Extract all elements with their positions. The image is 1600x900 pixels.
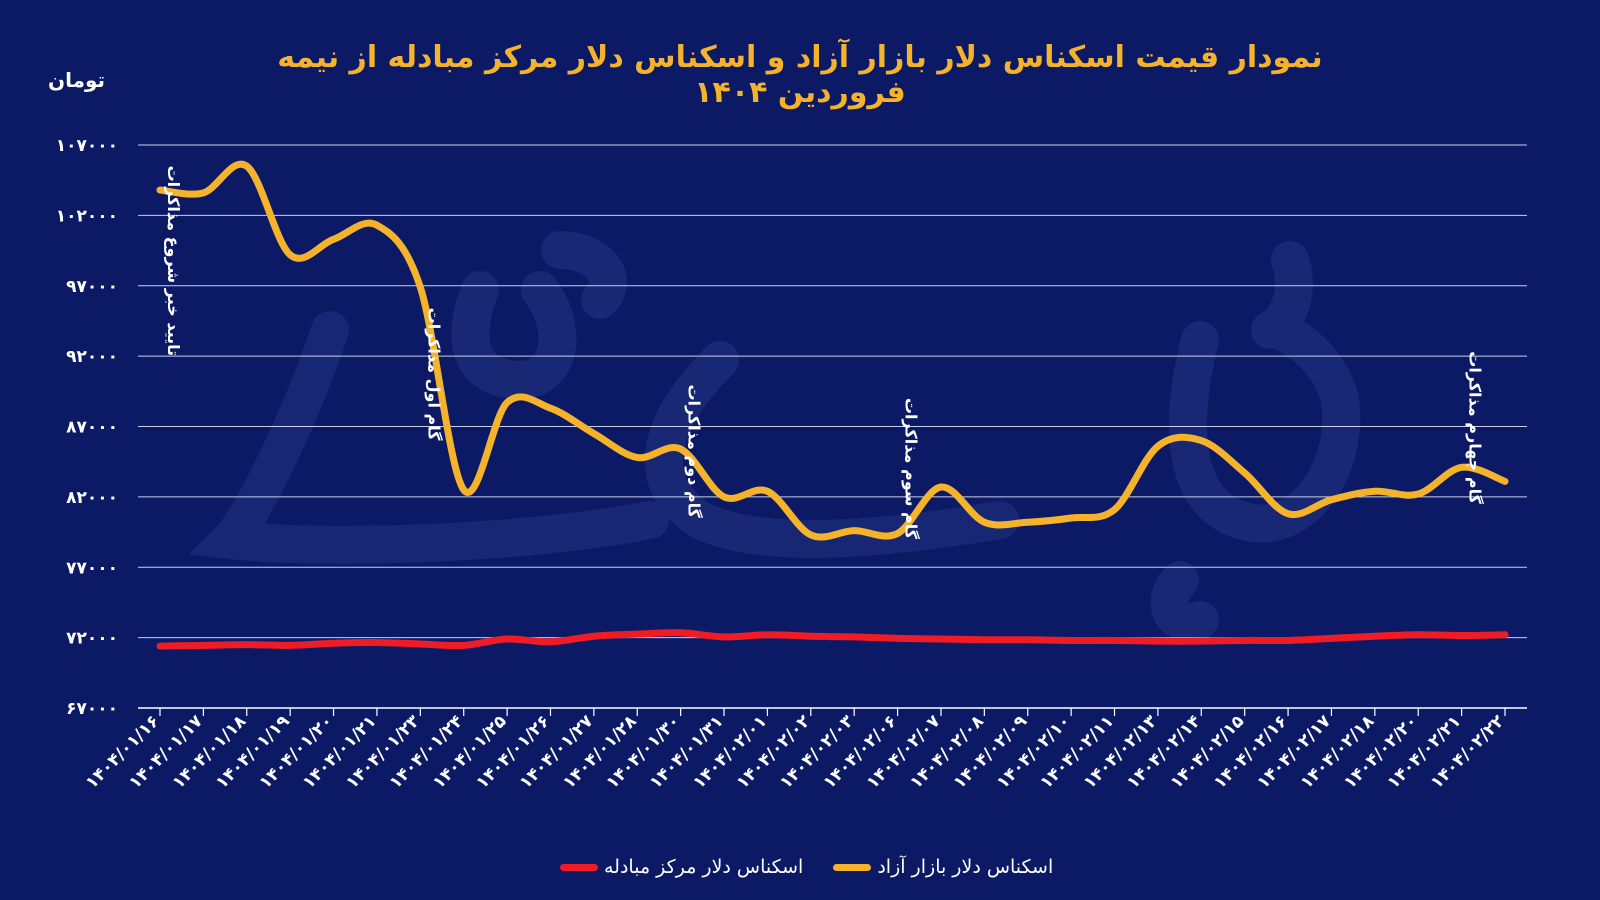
annotation-label: گام اول مذاکرات: [424, 308, 443, 442]
annotation-label: گام سوم مذاکرات: [902, 398, 921, 540]
y-tick-label: ۸۷۰۰۰: [66, 418, 118, 438]
legend-swatch-free-market: [833, 863, 872, 871]
y-tick-label: ۱۰۷۰۰۰: [56, 136, 118, 156]
series-lines: [156, 160, 1509, 650]
y-tick-label: ۷۲۰۰۰: [66, 629, 118, 649]
annotation-label: گام دوم مذاکرات: [685, 384, 704, 518]
legend-item-free-market: اسکناس دلار بازار آزاد: [833, 856, 1053, 878]
legend-item-official: اسکناس دلار مرکز مبادله: [560, 856, 803, 878]
y-tick-label: ۹۷۰۰۰: [66, 277, 118, 297]
series-line-free-market: [156, 160, 1509, 541]
y-tick-label: ۱۰۲۰۰۰: [56, 206, 118, 226]
y-tick-label: ۹۲۰۰۰: [66, 347, 118, 367]
y-tick-label: ۷۷۰۰۰: [66, 558, 118, 578]
series-line-official-exchange: [156, 629, 1509, 650]
y-axis-unit-label: تومان: [48, 68, 106, 92]
chart-title: نمودار قیمت اسکناس دلار بازار آزاد و اسک…: [277, 40, 1323, 110]
annotation-label: گام چهارم مذاکرات: [1465, 351, 1485, 504]
annotation-label: تایید خبر شروع مذاکرات: [164, 166, 183, 357]
legend-swatch-official: [560, 863, 598, 871]
legend-label-official: اسکناس دلار مرکز مبادله: [604, 856, 804, 878]
annotations: تایید خبر شروع مذاکرات گام اول مذاکرات گام…: [164, 166, 1485, 540]
y-tick-label: ۶۷۰۰۰: [66, 699, 118, 719]
legend: اسکناس دلار مرکز مبادله اسکناس دلار بازا…: [560, 852, 1083, 882]
y-tick-label: ۸۲۰۰۰: [66, 488, 118, 508]
x-axis: ۱۴۰۴/۰۱/۱۶۱۴۰۴/۰۱/۱۷۱۴۰۴/۰۱/۱۸۱۴۰۴/۰۱/۱۹…: [82, 708, 1509, 793]
legend-label-free-market: اسکناس دلار بازار آزاد: [877, 856, 1054, 878]
y-axis: ۶۷۰۰۰ ۷۲۰۰۰ ۷۷۰۰۰ ۸۲۰۰۰ ۸۷۰۰۰ ۹۲۰۰۰ ۹۷۰۰۰ ۱۰۲۰۰…: [56, 136, 118, 719]
